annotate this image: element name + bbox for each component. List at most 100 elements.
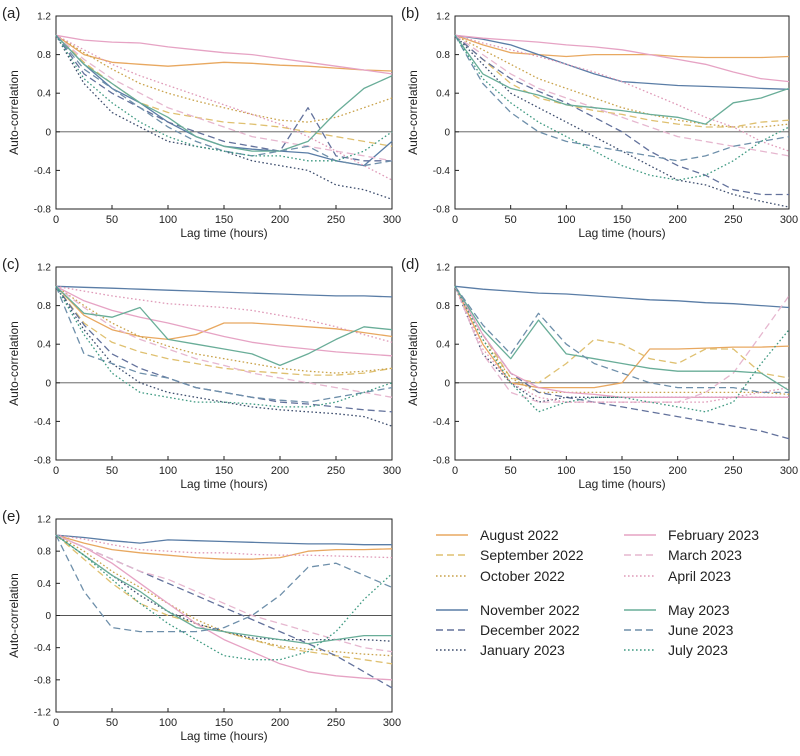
x-tick-label: 150 [613,214,631,226]
x-tick-label: 0 [53,465,59,477]
series-line-december-2022 [55,34,392,162]
x-tick-label: 150 [215,465,233,477]
y-tick-label: -0.8 [34,205,52,216]
series-line-may-2023 [55,285,393,367]
series-line-february-2023 [55,34,393,75]
panel-e: -1.2 -0.8 -0.4 0 0.4 0.8 1.2 0 50 100 150 200 250 300… [2,508,401,743]
x-tick-label: 200 [668,214,686,226]
y-tick-label: 0.8 [436,50,450,61]
y-tick-label: 1.2 [37,263,51,274]
x-tick-label: 50 [106,465,118,477]
series-line-september-2022 [454,285,790,384]
y-tick-label: 0 [444,378,450,389]
series-line-july-2023 [55,34,393,162]
x-tick-label: 200 [271,465,289,477]
x-tick-label: 150 [215,717,233,729]
y-tick-label: -0.8 [433,205,451,216]
series-line-april-2023 [55,285,393,343]
series-line-june-2023 [454,285,789,394]
series-line-may-2023 [55,534,392,645]
panel-a: -0.8 -0.4 0 0.4 0.8 1.2 0 50 100 150 200 250 300 Lag … [2,5,401,240]
legend-label: August 2022 [480,527,559,543]
y-tick-label: 0 [45,611,51,622]
series-line-january-2023 [55,285,393,427]
x-tick-label: 0 [53,214,59,226]
x-tick-label: 100 [557,465,575,477]
x-tick-label: 150 [613,465,631,477]
panel-d: -0.8 -0.4 0 0.4 0.8 1.2 0 50 100 150 200 250 300 Lag … [401,256,798,491]
series-line-february-2023 [55,534,393,681]
y-tick-label: -0.8 [34,675,52,686]
x-tick-label: 100 [557,214,575,226]
y-tick-label: 0.8 [436,301,450,312]
y-tick-label: 0.8 [37,301,51,312]
x-tick-label: 150 [215,214,233,226]
x-tick-label: 100 [159,214,177,226]
x-axis-label: Lag time (hours) [180,477,267,491]
x-tick-label: 0 [452,214,458,226]
y-axis-label: Auto-correlation [7,573,21,658]
y-tick-label: -0.4 [34,417,52,428]
series-line-november-2022 [55,285,393,298]
y-tick-label: -0.4 [34,166,52,177]
legend-label: June 2023 [668,622,734,638]
series-line-september-2022 [454,34,790,128]
panel-c: -0.8 -0.4 0 0.4 0.8 1.2 0 50 100 150 200 250 300 Lag … [2,256,401,491]
x-axis-label: Lag time (hours) [180,226,267,240]
series-line-september-2022 [55,34,393,147]
panel-label: (e) [2,508,20,525]
series-line-august-2022 [55,534,393,560]
y-tick-label: 0.4 [37,89,51,100]
panel-label: (d) [401,256,419,273]
x-tick-label: 200 [271,717,289,729]
series-line-july-2023 [55,534,393,661]
series-line-february-2023 [454,285,789,398]
series-line-march-2023 [454,34,790,157]
series-line-january-2023 [55,534,393,642]
x-tick-label: 250 [327,214,345,226]
x-tick-label: 300 [780,465,798,477]
series-line-march-2023 [454,286,790,403]
x-tick-label: 300 [780,214,798,226]
series-line-july-2023 [454,34,790,181]
series-line-june-2023 [454,34,790,162]
series-line-january-2023 [55,34,393,200]
y-tick-label: 0.4 [436,89,450,100]
y-tick-label: 0.8 [37,547,51,558]
y-tick-label: 1.2 [436,12,450,23]
y-tick-label: 0 [45,127,51,138]
x-tick-label: 50 [505,214,517,226]
y-axis-label: Auto-correlation [406,321,420,406]
series-line-december-2022 [454,285,790,440]
y-tick-label: 1.2 [37,12,51,23]
x-tick-label: 250 [327,717,345,729]
legend-label: February 2023 [668,527,759,543]
y-tick-label: -0.4 [34,643,52,654]
panel-label: (b) [401,5,419,22]
y-tick-label: 0 [444,127,450,138]
y-tick-label: 0 [45,378,51,389]
x-tick-label: 300 [383,214,401,226]
series-line-october-2022 [55,285,393,374]
legend-label: April 2023 [668,568,731,584]
x-axis-label: Lag time (hours) [578,226,665,240]
y-tick-label: 1.2 [436,263,450,274]
series-line-april-2023 [55,534,393,559]
x-tick-label: 0 [53,717,59,729]
series-line-june-2023 [55,286,393,403]
series-line-october-2022 [55,534,393,657]
x-axis-label: Lag time (hours) [578,477,665,491]
x-tick-label: 50 [106,717,118,729]
y-tick-label: 0.8 [37,50,51,61]
series-line-august-2022 [55,34,393,72]
x-tick-label: 250 [327,465,345,477]
series-line-december-2022 [454,34,789,196]
plot-frame [55,15,393,210]
series-line-february-2023 [55,285,393,357]
series-line-may-2023 [454,34,790,125]
series-line-february-2023 [454,34,790,83]
y-axis-label: Auto-correlation [406,70,420,155]
series-line-august-2022 [454,34,790,59]
